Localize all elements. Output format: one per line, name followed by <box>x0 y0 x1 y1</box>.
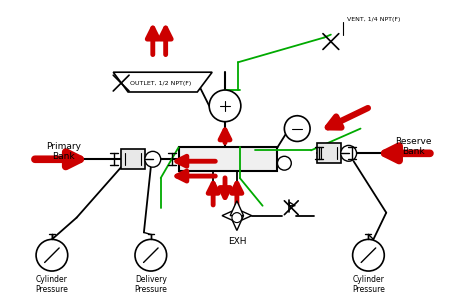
Bar <box>316 144 340 163</box>
Circle shape <box>36 239 68 271</box>
Circle shape <box>135 239 166 271</box>
Circle shape <box>234 213 239 218</box>
Polygon shape <box>230 216 243 231</box>
Text: EXH: EXH <box>227 237 246 246</box>
Circle shape <box>340 145 356 161</box>
Circle shape <box>277 156 290 170</box>
Polygon shape <box>221 209 236 222</box>
Polygon shape <box>236 209 251 222</box>
Polygon shape <box>289 202 295 206</box>
Circle shape <box>284 116 309 141</box>
Bar <box>178 147 277 171</box>
Circle shape <box>231 213 241 222</box>
Text: Cylinder
Pressure: Cylinder Pressure <box>35 275 68 295</box>
Text: Primary
Bank: Primary Bank <box>46 142 81 161</box>
Circle shape <box>145 151 161 167</box>
Text: Delivery
Pressure: Delivery Pressure <box>134 275 167 295</box>
Text: VENT, 1/4 NPT(F): VENT, 1/4 NPT(F) <box>346 17 399 22</box>
Polygon shape <box>113 72 212 92</box>
Circle shape <box>352 239 383 271</box>
Polygon shape <box>230 201 243 216</box>
Circle shape <box>209 90 240 122</box>
Text: Cylinder
Pressure: Cylinder Pressure <box>351 275 384 295</box>
Text: Reserve
Bank: Reserve Bank <box>394 137 430 156</box>
Bar <box>121 150 145 169</box>
Text: OUTLET, 1/2 NPT(F): OUTLET, 1/2 NPT(F) <box>130 81 191 86</box>
